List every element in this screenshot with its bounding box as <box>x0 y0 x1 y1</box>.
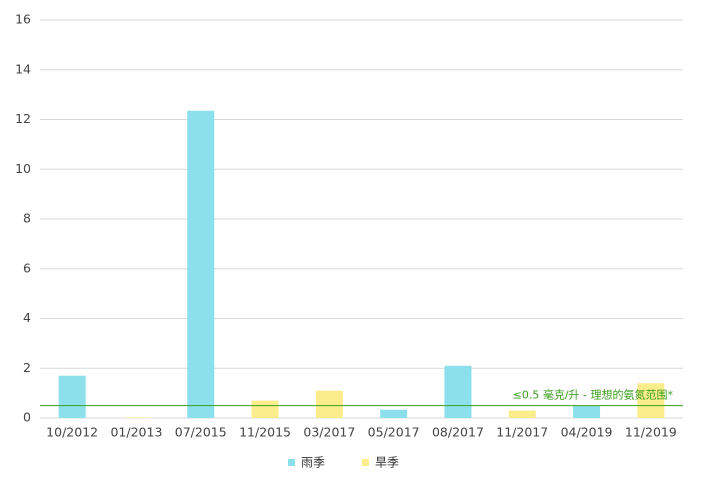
y-tick-label: 6 <box>23 260 31 275</box>
x-tick-label: 01/2013 <box>110 425 162 440</box>
y-tick-label: 10 <box>15 161 31 176</box>
bar <box>509 411 536 418</box>
legend-swatch <box>288 459 295 466</box>
x-tick-label: 05/2017 <box>368 425 420 440</box>
y-tick-label: 14 <box>15 61 31 76</box>
bar <box>252 401 279 418</box>
x-tick-label: 11/2019 <box>625 425 677 440</box>
x-tick-label: 04/2019 <box>561 425 613 440</box>
bar <box>444 366 471 418</box>
x-tick-label: 03/2017 <box>303 425 355 440</box>
y-tick-label: 8 <box>23 211 31 226</box>
reference-label: ≤0.5 毫克/升 - 理想的氨氮范围* <box>513 388 674 402</box>
y-tick-label: 2 <box>23 360 31 375</box>
x-tick-label: 08/2017 <box>432 425 484 440</box>
bar <box>573 406 600 418</box>
y-tick-label: 4 <box>23 310 31 325</box>
bar <box>316 391 343 418</box>
y-tick-label: 12 <box>15 111 31 126</box>
bar <box>380 410 407 418</box>
x-tick-label: 07/2015 <box>175 425 227 440</box>
legend-swatch <box>362 459 369 466</box>
y-tick-label: 0 <box>23 410 31 425</box>
x-tick-label: 11/2015 <box>239 425 291 440</box>
legend-label: 旱季 <box>375 456 399 470</box>
bar <box>59 376 86 418</box>
x-tick-label: 11/2017 <box>496 425 548 440</box>
bar <box>187 111 214 418</box>
legend-label: 雨季 <box>301 456 325 470</box>
x-tick-label: 10/2012 <box>46 425 98 440</box>
y-tick-label: 16 <box>15 12 31 27</box>
